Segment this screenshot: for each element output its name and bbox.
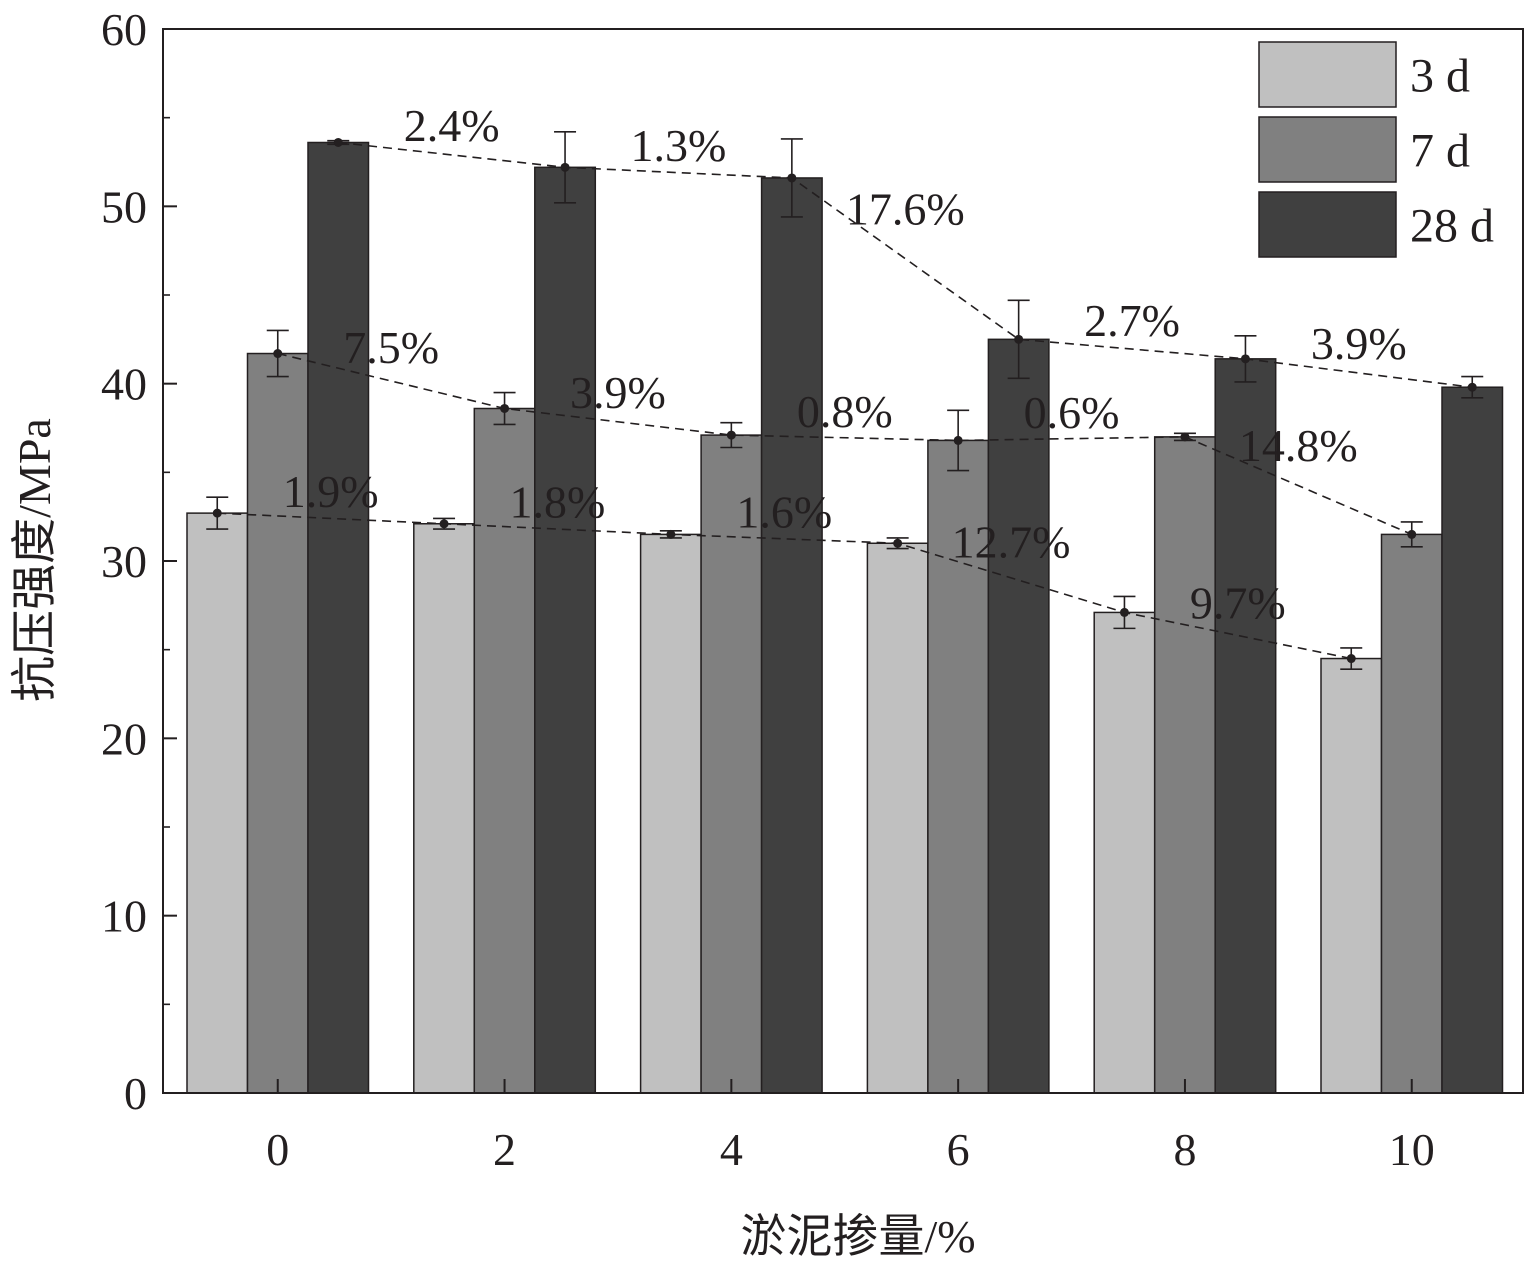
bar	[700, 434, 763, 1094]
data-point	[212, 508, 222, 518]
legend-swatch	[1258, 116, 1397, 183]
y-tick-label: 40	[101, 359, 147, 410]
bar	[639, 533, 702, 1094]
percentage-label: 1.9%	[283, 466, 379, 517]
points-layer	[212, 137, 1477, 664]
legend-swatch	[1258, 191, 1397, 258]
percentage-label: 3.9%	[1311, 318, 1407, 369]
data-point	[726, 430, 736, 440]
data-point	[1346, 654, 1356, 664]
y-axis-title: 抗压强度/MPa	[9, 418, 60, 702]
bar	[246, 352, 309, 1094]
legend-label: 3 d	[1410, 50, 1470, 103]
y-tick-label: 20	[101, 713, 147, 764]
legend: 3 d 7 d 28 d	[1258, 41, 1494, 258]
legend-label: 28 d	[1410, 200, 1494, 253]
x-tick-label: 4	[720, 1124, 743, 1175]
data-point	[1119, 607, 1129, 617]
data-point	[893, 538, 903, 548]
bar	[1441, 386, 1504, 1094]
y-tick-label: 50	[101, 181, 147, 232]
bar	[1380, 533, 1443, 1094]
data-point	[953, 435, 963, 445]
bar	[473, 407, 536, 1094]
bar	[866, 542, 929, 1094]
trend-line	[277, 352, 1413, 536]
data-point	[1240, 354, 1250, 364]
percentage-label: 2.4%	[404, 100, 500, 151]
x-tick-label: 8	[1173, 1124, 1196, 1175]
data-point	[273, 349, 283, 359]
bars-layer	[186, 141, 1504, 1094]
legend-label: 7 d	[1410, 125, 1470, 178]
percentage-label: 14.8%	[1239, 420, 1358, 471]
data-point	[666, 529, 676, 539]
percentage-label: 1.8%	[510, 476, 606, 527]
bar	[413, 523, 476, 1094]
percentage-label: 1.6%	[736, 487, 832, 538]
x-tick-label: 6	[947, 1124, 970, 1175]
bar	[534, 166, 597, 1094]
percentage-label: 2.7%	[1084, 295, 1180, 346]
bar	[987, 338, 1050, 1094]
percentage-labels-layer: 1.9% 1.8% 1.6% 12.7% 9.7% 7.5% 3.9% 0.8% 0.6% 14.…	[283, 100, 1407, 628]
bar	[1214, 358, 1277, 1094]
y-tick-label: 30	[101, 536, 147, 587]
bar	[1320, 657, 1383, 1094]
bar	[186, 512, 249, 1094]
percentage-label: 0.8%	[797, 386, 893, 437]
x-tick-label: 2	[493, 1124, 516, 1175]
bar	[1093, 611, 1156, 1094]
legend-swatch	[1258, 41, 1397, 108]
x-tick-label: 10	[1389, 1124, 1435, 1175]
data-point	[1014, 334, 1024, 344]
data-point	[333, 137, 343, 147]
data-point	[1180, 432, 1190, 442]
y-tick-label: 0	[124, 1068, 147, 1119]
x-tick-label: 0	[266, 1124, 289, 1175]
y-tick-label: 10	[101, 891, 147, 942]
trend-lines-layer	[217, 141, 1473, 660]
bar	[307, 141, 370, 1094]
data-point	[560, 162, 570, 172]
data-point	[439, 519, 449, 529]
bar	[760, 177, 823, 1094]
data-point	[500, 403, 510, 413]
percentage-label: 1.3%	[631, 120, 727, 171]
percentage-label: 9.7%	[1190, 578, 1286, 629]
axes-layer: 0 10 20 30 40 50 60 0 2 4 6 8 10	[101, 4, 1524, 1175]
data-point	[787, 173, 797, 183]
percentage-label: 7.5%	[343, 322, 439, 373]
x-axis-title: 淤泥掺量/%	[740, 1211, 975, 1262]
bar	[1153, 436, 1216, 1094]
data-point	[1467, 382, 1477, 392]
percentage-label: 17.6%	[846, 183, 965, 234]
y-tick-label: 60	[101, 4, 147, 55]
percentage-label: 3.9%	[570, 367, 666, 418]
percentage-label: 12.7%	[952, 516, 1071, 567]
data-point	[1407, 529, 1417, 539]
percentage-label: 0.6%	[1024, 387, 1120, 438]
